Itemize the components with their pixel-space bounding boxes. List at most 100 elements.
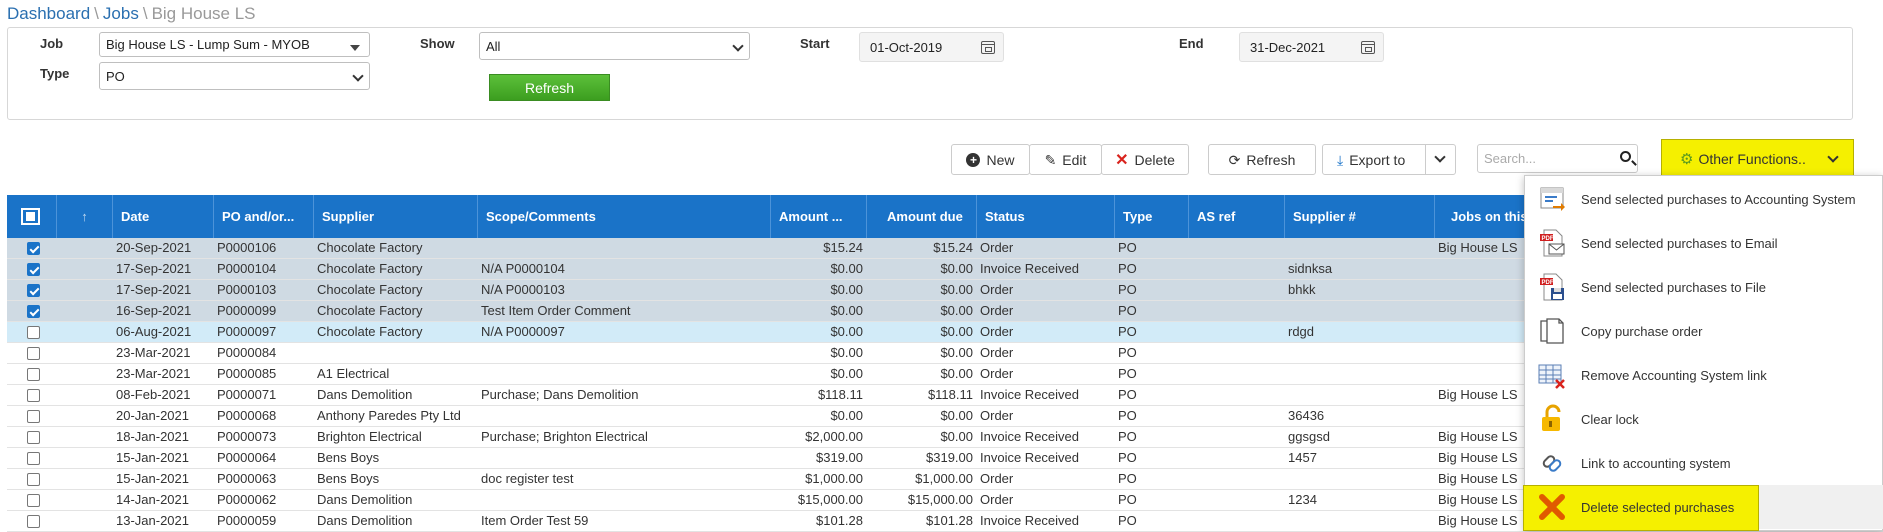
row-checkbox[interactable] [27,494,40,507]
header-date[interactable]: Date [113,195,214,238]
cell-due: $0.00 [940,366,973,381]
cell-jobs: Big House LS [1438,387,1518,402]
menu-item-remove-link[interactable]: Remove Accounting System link [1525,353,1883,397]
table-row[interactable]: 14-Jan-2021 P0000062 Dans Demolition $15,00… [7,490,1883,511]
breadcrumb-dashboard[interactable]: Dashboard [7,4,91,23]
cell-type: PO [1118,429,1137,444]
menu-item-copy-order[interactable]: Copy purchase order [1525,309,1883,353]
cell-supplier: Chocolate Factory [317,324,423,339]
show-select[interactable]: All [479,32,750,60]
cell-due: $0.00 [940,261,973,276]
table-row[interactable]: 17-Sep-2021 P0000104 Chocolate Factory N/A … [7,259,1883,280]
menu-item-link-accounting[interactable]: Link to accounting system [1525,441,1883,485]
cell-date: 06-Aug-2021 [116,324,192,339]
row-checkbox[interactable] [27,263,40,276]
menu-item-clear-lock[interactable]: Clear lock [1525,397,1883,441]
new-button[interactable]: + New [951,144,1030,175]
table-row[interactable]: 15-Jan-2021 P0000063 Bens Boys doc register… [7,469,1883,490]
cell-supplier: Bens Boys [317,471,380,486]
header-amount-due[interactable]: Amount due [867,195,977,238]
select-all-checkbox[interactable] [21,208,40,225]
header-po[interactable]: PO and/or... [214,195,314,238]
cell-supplier [314,343,478,364]
cell-scope [478,343,771,364]
search-input[interactable]: Search... [1477,144,1638,173]
row-checkbox[interactable] [27,242,40,255]
cell-status: Order [980,345,1014,360]
row-checkbox[interactable] [27,452,40,465]
link-icon [1542,455,1562,472]
cell-amount: $0.00 [830,366,863,381]
start-date-input[interactable]: 01-Oct-2019 [859,32,1004,62]
refresh-button[interactable]: ⟳ Refresh [1208,144,1316,175]
cell-jobs: Big House LS [1438,471,1518,486]
cell-status: Invoice Received [980,429,1079,444]
job-select[interactable]: Big House LS - Lump Sum - MYOB [99,32,370,57]
calendar-icon[interactable] [981,41,995,54]
cell-supnum: 1234 [1288,492,1317,507]
cell-amount: $0.00 [830,324,863,339]
header-status[interactable]: Status [977,195,1115,238]
table-row[interactable]: 20-Jan-2021 P0000068 Anthony Paredes Pty L… [7,406,1883,427]
end-date-input[interactable]: 31-Dec-2021 [1239,32,1384,62]
table-row[interactable]: 08-Feb-2021 P0000071 Dans Demolition Purcha… [7,385,1883,406]
sort-header[interactable]: ↑ [57,195,113,238]
table-row[interactable]: 16-Sep-2021 P0000099 Chocolate Factory Test… [7,301,1883,322]
breadcrumb-jobs[interactable]: Jobs [102,4,139,23]
row-checkbox[interactable] [27,284,40,297]
type-select[interactable]: PO [99,62,370,90]
header-as-ref[interactable]: AS ref [1189,195,1285,238]
table-row[interactable]: 13-Jan-2021 P0000059 Dans Demolition Item O… [7,511,1883,532]
gear-icon: ⚙ [1680,151,1694,168]
table-row[interactable]: 23-Mar-2021 P0000084 $0.00 $0.00 Order PO [7,343,1883,364]
table-row[interactable]: 20-Sep-2021 P0000106 Chocolate Factory $15.… [7,238,1883,259]
header-supplier[interactable]: Supplier [314,195,478,238]
header-type[interactable]: Type [1115,195,1189,238]
row-checkbox[interactable] [27,347,40,360]
edit-button[interactable]: ✎ Edit [1029,144,1102,175]
row-checkbox[interactable] [27,305,40,318]
download-icon: ⤓ [1337,151,1344,168]
cell-amount: $15.24 [823,240,863,255]
cell-status: Invoice Received [980,387,1079,402]
header-jobs[interactable]: Jobs on this [1451,209,1528,224]
pdf-file-icon: PDF [1540,273,1564,301]
row-checkbox[interactable] [27,326,40,339]
cell-type: PO [1118,471,1137,486]
cell-supnum: ggsgsd [1288,429,1330,444]
menu-item-send-accounting[interactable]: Send selected purchases to Accounting Sy… [1525,177,1883,221]
cell-supplier: Dans Demolition [317,492,413,507]
menu-item-delete-purchases[interactable]: Delete selected purchases [1523,485,1883,531]
svg-text:PDF: PDF [1542,236,1554,242]
export-dropdown[interactable]: ⤓ Export to [1322,144,1456,175]
search-icon[interactable] [1620,151,1631,162]
table-row[interactable]: 06-Aug-2021 P0000097 Chocolate Factory N/A … [7,322,1883,343]
chevron-down-icon [1827,151,1839,163]
table-row[interactable]: 15-Jan-2021 P0000064 Bens Boys $319.00 $319.… [7,448,1883,469]
cell-asref [1189,238,1285,259]
row-checkbox[interactable] [27,431,40,444]
header-supplier-number[interactable]: Supplier # [1285,195,1435,238]
cell-due: $0.00 [940,282,973,297]
row-checkbox[interactable] [27,515,40,528]
table-row[interactable]: 23-Mar-2021 P0000085 A1 Electrical $0.00 $0.… [7,364,1883,385]
row-checkbox[interactable] [27,389,40,402]
row-checkbox[interactable] [27,368,40,381]
table-row[interactable]: 18-Jan-2021 P0000073 Brighton Electrical Pu… [7,427,1883,448]
row-checkbox[interactable] [27,473,40,486]
svg-text:PDF: PDF [1542,280,1554,286]
table-row[interactable]: 17-Sep-2021 P0000103 Chocolate Factory N/A … [7,280,1883,301]
header-scope[interactable]: Scope/Comments [478,195,771,238]
menu-item-send-file[interactable]: PDF Send selected purchases to File [1525,265,1883,309]
cell-due: $101.28 [926,513,973,528]
menu-item-send-email[interactable]: PDF Send selected purchases to Email [1525,221,1883,265]
delete-button[interactable]: ✕ Delete [1101,144,1189,175]
header-amount[interactable]: Amount ... [771,195,867,238]
select-all-header[interactable] [7,195,57,238]
cell-scope: N/A P0000103 [481,282,565,297]
other-functions-button[interactable]: ⚙ Other Functions.. [1661,139,1854,179]
filter-refresh-button[interactable]: Refresh [489,74,610,101]
cell-scope: Purchase; Brighton Electrical [481,429,648,444]
row-checkbox[interactable] [27,410,40,423]
calendar-icon[interactable] [1361,41,1375,54]
